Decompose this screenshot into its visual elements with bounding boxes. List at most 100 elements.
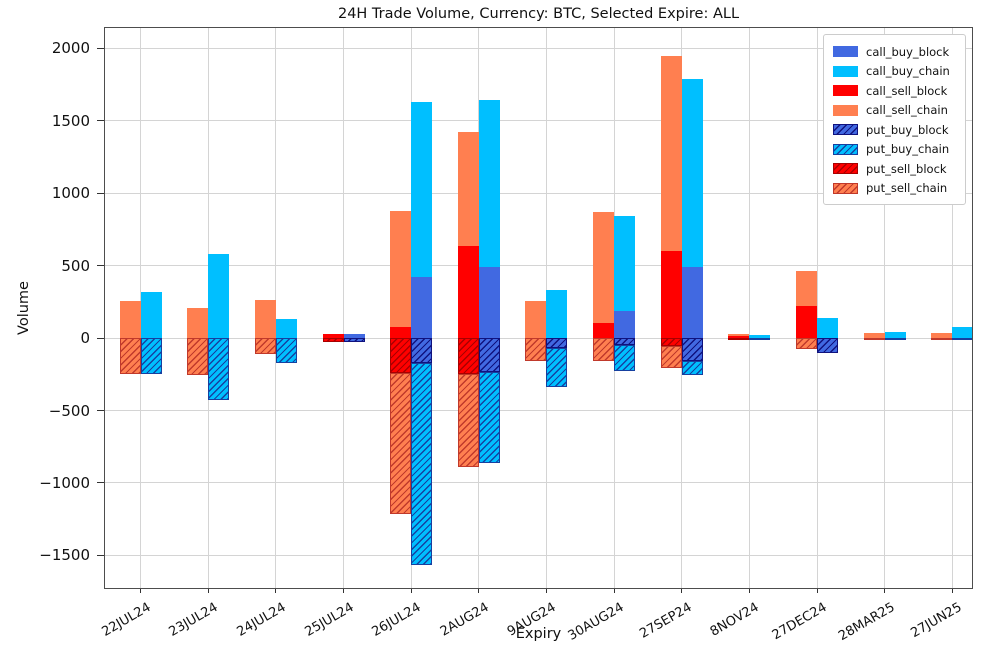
bar-segment-put_sell_block bbox=[728, 338, 750, 341]
bar-segment-put_sell_chain bbox=[187, 338, 209, 375]
gridline-vertical bbox=[343, 28, 345, 588]
legend-label: put_sell_block bbox=[866, 161, 947, 176]
bar-segment-call_buy_chain bbox=[817, 317, 838, 339]
x-tick-mark bbox=[207, 589, 209, 593]
bar-segment-put_sell_chain bbox=[254, 338, 276, 354]
bar-segment-call_sell_chain bbox=[863, 332, 885, 339]
bar-segment-put_buy_chain bbox=[478, 372, 500, 463]
gridline-horizontal bbox=[105, 120, 972, 122]
bar-segment-put_buy_chain bbox=[140, 338, 162, 374]
bar-segment-call_buy_chain bbox=[275, 318, 297, 339]
bar-segment-call_buy_chain bbox=[614, 215, 636, 312]
bar-segment-call_sell_chain bbox=[187, 307, 209, 339]
legend-label: put_buy_chain bbox=[866, 142, 950, 157]
bar-segment-put_buy_chain bbox=[749, 338, 771, 341]
legend-swatch-put_buy_chain bbox=[833, 143, 858, 155]
legend-swatch-put_sell_chain bbox=[833, 182, 858, 194]
y-tick-label: −1000 bbox=[39, 473, 90, 492]
bar-segment-call_sell_chain bbox=[660, 55, 682, 252]
legend-item: call_buy_block bbox=[833, 42, 956, 62]
y-tick-label: −1500 bbox=[39, 546, 90, 565]
bar-segment-put_buy_block bbox=[411, 338, 433, 364]
y-tick-label: 500 bbox=[61, 256, 90, 275]
bar-segment-put_sell_chain bbox=[457, 374, 479, 467]
bar-segment-put_buy_chain bbox=[411, 363, 433, 565]
x-tick-mark bbox=[478, 589, 480, 593]
bar-segment-call_buy_chain bbox=[208, 254, 230, 339]
bar-segment-put_sell_chain bbox=[593, 338, 615, 362]
bar-segment-call_buy_block bbox=[343, 334, 365, 339]
bar-segment-put_sell_chain bbox=[119, 338, 141, 375]
y-tick-mark bbox=[97, 265, 104, 267]
y-tick-label: 2000 bbox=[51, 39, 90, 58]
bar-segment-put_sell_block bbox=[390, 338, 412, 373]
gridline-vertical bbox=[275, 28, 277, 588]
bar-segment-put_buy_block bbox=[546, 338, 568, 349]
bar-segment-put_buy_block bbox=[681, 338, 703, 362]
bar-segment-put_buy_block bbox=[478, 338, 500, 373]
bar-segment-call_buy_chain bbox=[749, 335, 771, 339]
x-tick-mark bbox=[140, 589, 142, 593]
legend-label: put_sell_chain bbox=[866, 181, 948, 196]
legend-label: call_buy_chain bbox=[866, 64, 950, 79]
legend-swatch-call_buy_block bbox=[833, 46, 858, 58]
bar-segment-call_sell_chain bbox=[796, 270, 817, 307]
bar-segment-call_buy_chain bbox=[952, 327, 974, 339]
bar-segment-call_buy_block bbox=[478, 267, 500, 339]
y-tick-mark bbox=[97, 120, 104, 122]
bar-segment-put_sell_chain bbox=[863, 338, 885, 341]
legend-swatch-call_sell_chain bbox=[833, 104, 858, 116]
bar-segment-call_sell_block bbox=[390, 327, 412, 339]
legend-swatch-put_buy_block bbox=[833, 124, 858, 136]
legend-item: put_sell_block bbox=[833, 159, 956, 179]
bar-segment-call_sell_block bbox=[322, 333, 344, 339]
bar-segment-put_sell_block bbox=[322, 338, 344, 343]
bar-segment-put_sell_chain bbox=[796, 338, 817, 349]
bar-segment-put_buy_block bbox=[817, 338, 838, 353]
bar-segment-call_buy_chain bbox=[681, 78, 703, 268]
gridline-vertical bbox=[951, 28, 953, 588]
bar-segment-call_sell_block bbox=[457, 246, 479, 339]
legend-swatch-call_sell_block bbox=[833, 85, 858, 97]
bar-segment-call_sell_chain bbox=[254, 299, 276, 339]
y-tick-label: 0 bbox=[80, 329, 90, 348]
y-tick-label: 1500 bbox=[51, 111, 90, 130]
gridline-horizontal bbox=[105, 554, 972, 556]
bar-segment-put_buy_chain bbox=[546, 348, 568, 388]
x-tick-mark bbox=[884, 589, 886, 593]
bar-segment-put_buy_chain bbox=[884, 338, 906, 341]
y-tick-mark bbox=[97, 192, 104, 194]
x-tick-mark bbox=[613, 589, 615, 593]
gridline-vertical bbox=[816, 28, 818, 588]
bar-segment-call_sell_block bbox=[728, 335, 750, 339]
gridline-horizontal bbox=[105, 192, 972, 194]
x-axis-label: Expiry bbox=[515, 626, 562, 642]
y-tick-mark bbox=[97, 482, 104, 484]
x-tick-mark bbox=[545, 589, 547, 593]
legend-item: call_buy_chain bbox=[833, 62, 956, 82]
bar-segment-put_buy_chain bbox=[681, 361, 703, 375]
bar-segment-put_buy_chain bbox=[952, 338, 974, 341]
legend-label: call_buy_block bbox=[866, 44, 950, 59]
y-tick-label: −500 bbox=[48, 401, 90, 420]
bar-segment-put_sell_chain bbox=[931, 338, 953, 341]
gridline-horizontal bbox=[105, 410, 972, 411]
bar-segment-call_buy_block bbox=[614, 311, 636, 339]
x-tick-mark bbox=[410, 589, 412, 593]
chart-title: 24H Trade Volume, Currency: BTC, Selecte… bbox=[337, 6, 740, 22]
bar-segment-put_buy_block bbox=[343, 338, 365, 342]
bar-segment-call_sell_chain bbox=[593, 212, 615, 323]
bar-segment-call_sell_chain bbox=[728, 333, 750, 336]
bar-segment-call_buy_chain bbox=[140, 291, 162, 339]
x-tick-mark bbox=[681, 589, 683, 593]
legend-item: put_buy_chain bbox=[833, 140, 956, 160]
bar-segment-put_buy_chain bbox=[614, 345, 636, 372]
bar-segment-put_sell_block bbox=[457, 338, 479, 375]
gridline-vertical bbox=[884, 28, 886, 588]
bar-segment-call_sell_chain bbox=[931, 332, 953, 339]
y-tick-label: 1000 bbox=[51, 184, 90, 203]
x-tick-mark bbox=[951, 589, 953, 593]
gridline-horizontal bbox=[105, 47, 972, 49]
gridline-vertical bbox=[748, 28, 750, 588]
